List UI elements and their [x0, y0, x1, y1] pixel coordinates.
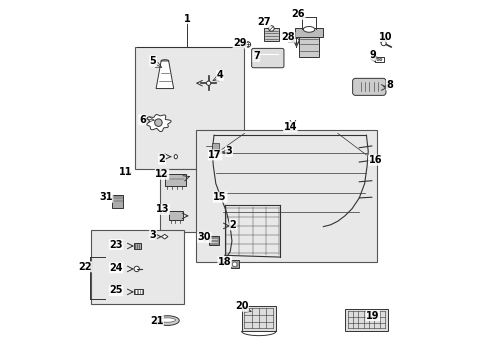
Text: 30: 30 [197, 232, 211, 242]
FancyBboxPatch shape [251, 48, 284, 68]
Circle shape [134, 266, 139, 272]
Ellipse shape [303, 27, 314, 32]
Polygon shape [146, 114, 171, 132]
Text: 14: 14 [283, 122, 297, 132]
Circle shape [154, 119, 162, 126]
Bar [298, 31, 319, 57]
Text: 9: 9 [368, 50, 375, 60]
Text: 21: 21 [150, 316, 163, 325]
Text: 7: 7 [252, 51, 259, 61]
Text: 5: 5 [149, 56, 156, 66]
Text: 12: 12 [155, 169, 168, 179]
Text: 29: 29 [233, 38, 246, 48]
Bar [344, 309, 387, 330]
Bar [91, 230, 183, 304]
Ellipse shape [174, 154, 177, 159]
Text: 17: 17 [208, 150, 222, 160]
Text: 1: 1 [183, 14, 190, 24]
Bar [112, 195, 122, 208]
Text: 16: 16 [368, 155, 381, 165]
Bar [294, 28, 323, 37]
Text: 8: 8 [386, 80, 392, 90]
Bar [208, 236, 218, 244]
Text: 24: 24 [109, 263, 122, 273]
Bar [241, 306, 276, 331]
Circle shape [245, 42, 250, 47]
Text: 13: 13 [156, 204, 169, 215]
Text: 27: 27 [256, 17, 270, 27]
Bar [263, 28, 279, 41]
Polygon shape [156, 61, 173, 89]
Text: 11: 11 [119, 167, 133, 177]
Bar [169, 211, 182, 220]
Circle shape [206, 81, 210, 85]
Bar [196, 130, 376, 262]
Circle shape [380, 41, 386, 46]
Circle shape [293, 38, 299, 43]
Circle shape [379, 58, 381, 61]
Bar [135, 47, 244, 169]
Circle shape [376, 58, 378, 61]
Text: 19: 19 [366, 311, 379, 320]
Text: 15: 15 [213, 192, 226, 202]
Circle shape [232, 262, 237, 266]
Text: 4: 4 [216, 70, 223, 80]
Polygon shape [223, 150, 229, 154]
Bar [160, 169, 241, 232]
Text: 2: 2 [158, 154, 165, 164]
Text: 28: 28 [281, 32, 294, 42]
Text: 18: 18 [218, 257, 231, 267]
Bar [134, 243, 140, 249]
Polygon shape [161, 234, 168, 239]
Text: 26: 26 [291, 9, 305, 19]
Text: 22: 22 [78, 262, 91, 272]
Text: 10: 10 [378, 32, 392, 41]
Text: 23: 23 [109, 239, 122, 249]
Text: 2: 2 [229, 220, 236, 230]
Ellipse shape [159, 318, 175, 322]
Bar [134, 289, 142, 294]
Text: 3: 3 [225, 146, 232, 156]
Ellipse shape [155, 316, 179, 325]
Text: 31: 31 [99, 192, 113, 202]
Circle shape [268, 26, 274, 31]
Bar [230, 260, 238, 268]
Text: 3: 3 [149, 230, 156, 239]
Text: 6: 6 [139, 115, 145, 125]
Text: 20: 20 [234, 301, 248, 311]
Bar [374, 57, 383, 62]
Text: 25: 25 [109, 285, 122, 296]
Bar [211, 143, 219, 149]
Ellipse shape [232, 224, 235, 228]
Bar [164, 174, 186, 186]
FancyBboxPatch shape [352, 78, 385, 95]
